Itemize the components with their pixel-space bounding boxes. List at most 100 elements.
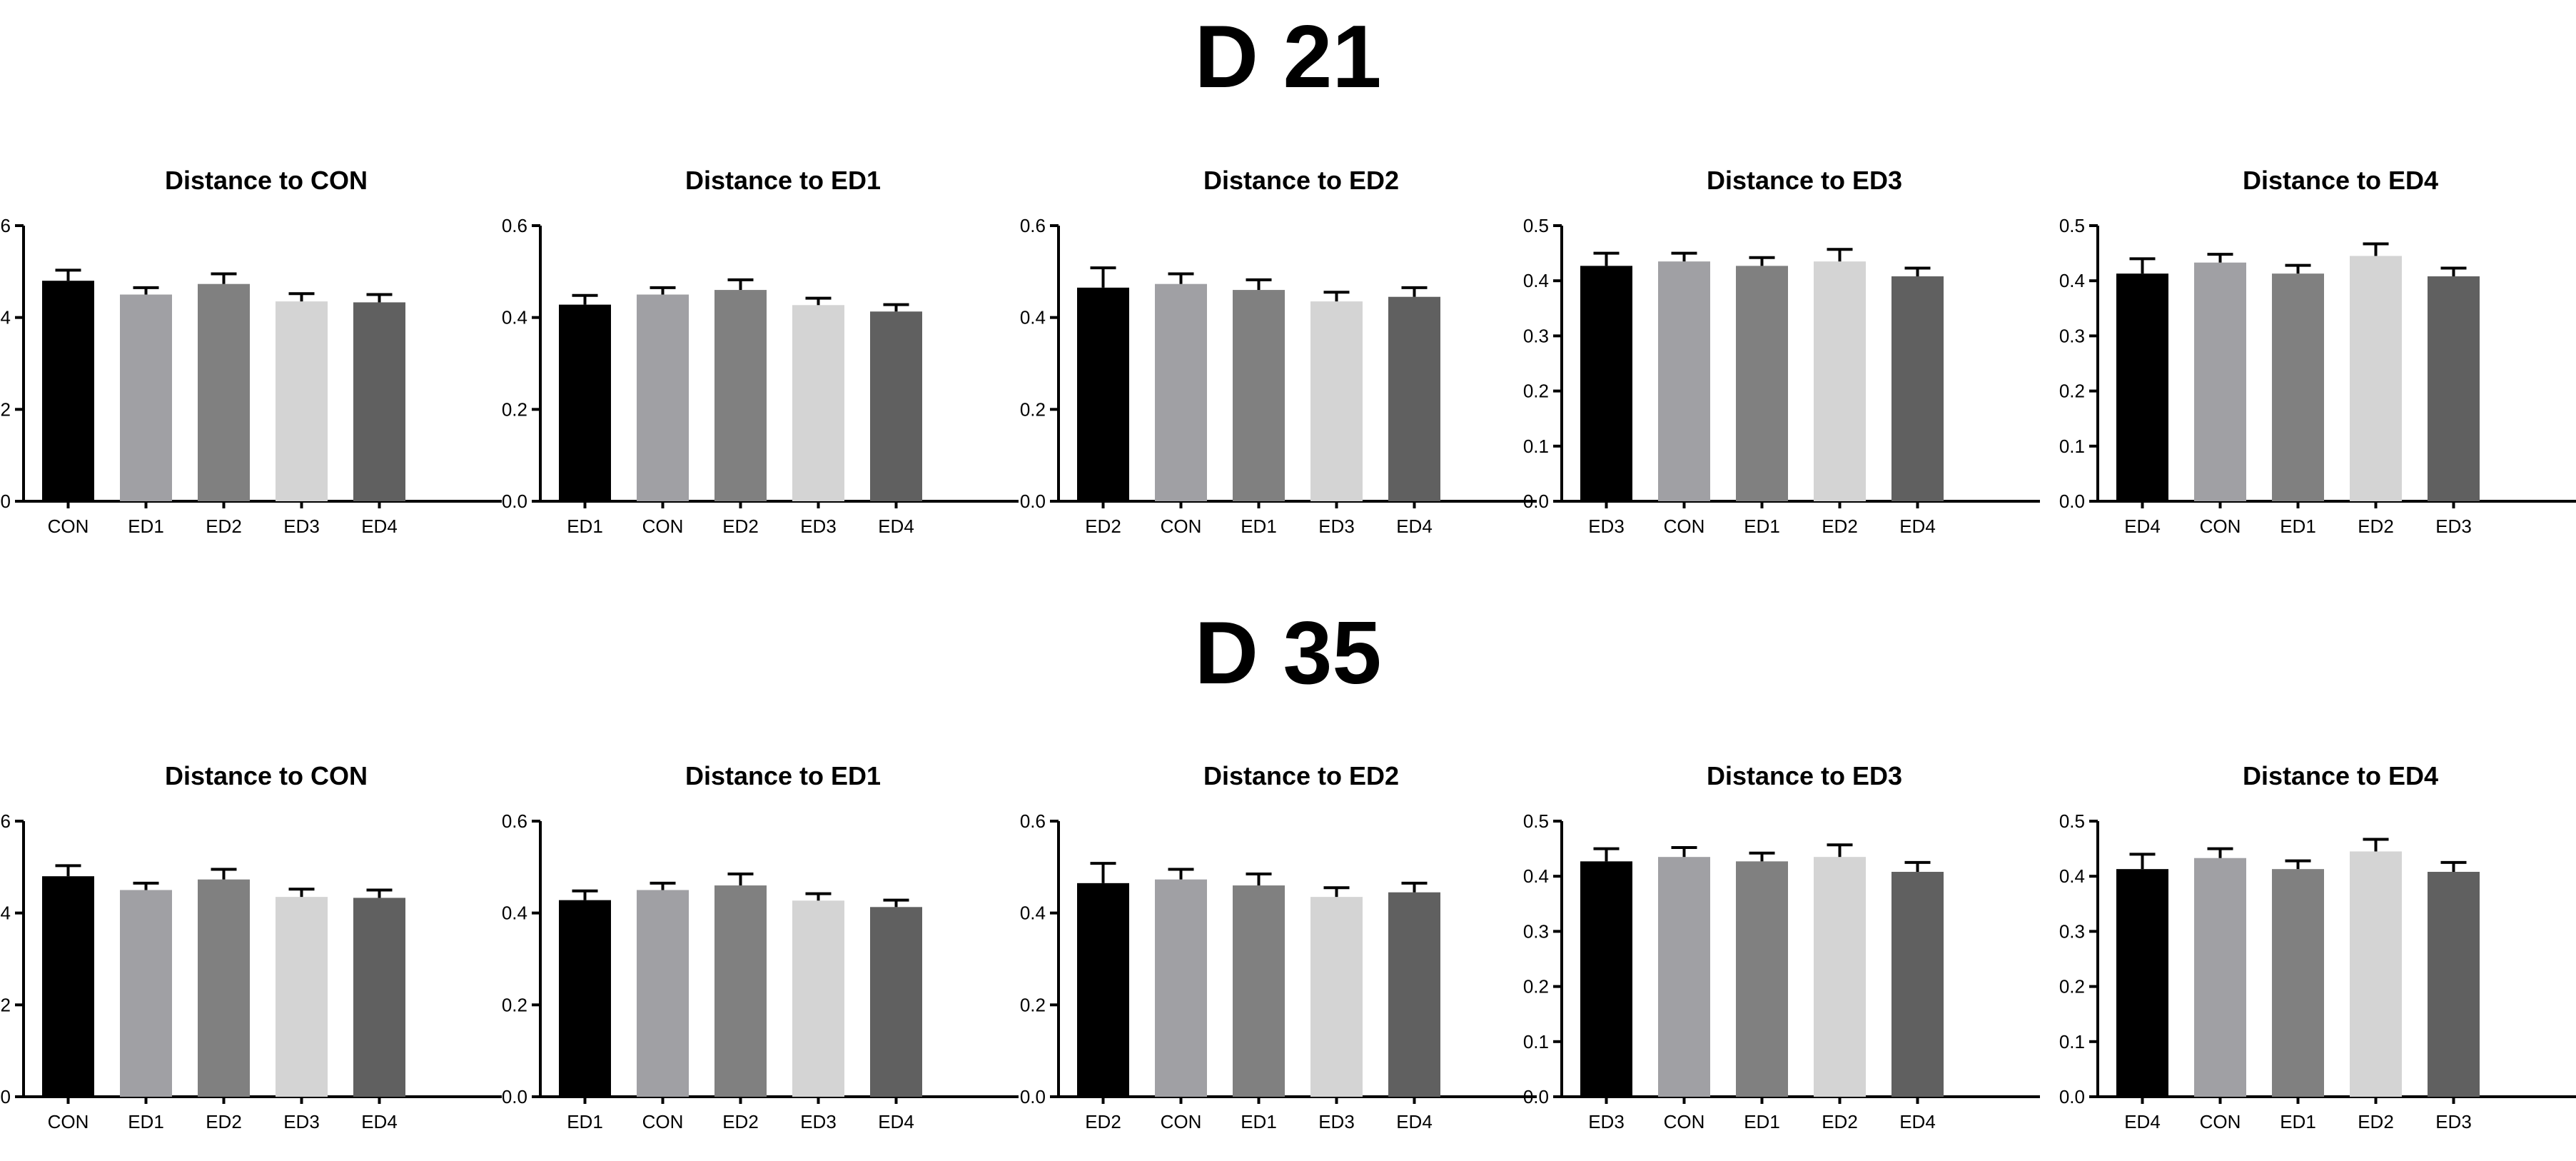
- bar-con: [637, 890, 689, 1097]
- x-tick-label: ED2: [206, 1111, 242, 1132]
- x-tick-label: ED2: [722, 1111, 759, 1132]
- x-tick-label: ED2: [2358, 516, 2394, 537]
- x-tick-label: ED1: [1241, 1111, 1277, 1132]
- bar-ed1: [1233, 290, 1285, 501]
- y-tick-label: 0.0: [502, 491, 527, 512]
- bar-ed1: [559, 304, 611, 501]
- bar-ed1: [559, 900, 611, 1097]
- bar-ed4: [1388, 892, 1440, 1097]
- chart-title: Distance to CON: [165, 761, 368, 790]
- y-tick-label: 0.1: [2059, 436, 2085, 457]
- y-tick-label: 0.2: [1523, 976, 1549, 997]
- y-tick-label: 0.5: [2059, 810, 2085, 832]
- y-tick-label: 0.2: [1020, 994, 1046, 1015]
- bar-ed3: [276, 301, 328, 501]
- y-tick-label: 0.0: [502, 1086, 527, 1107]
- bar-ed2: [2350, 256, 2402, 501]
- y-tick-label: 0.0: [2059, 1086, 2085, 1107]
- bar-con: [1155, 283, 1207, 501]
- x-tick-label: ED4: [361, 1111, 398, 1132]
- x-tick-label: ED1: [567, 1111, 603, 1132]
- bar-con: [637, 294, 689, 501]
- chart-title: Distance to CON: [165, 166, 368, 195]
- bar-ed4: [2116, 273, 2168, 501]
- bar-con: [1658, 857, 1710, 1097]
- bar-ed1: [1736, 861, 1788, 1097]
- chart-d21-distance-to-ed1: Distance to ED1 0.0 0.2 0.4 0.6 ED1 CON ED2 ED3 E…: [502, 166, 1019, 537]
- y-tick-label: 0.6: [502, 810, 527, 832]
- chart-title: Distance to ED4: [2243, 166, 2438, 195]
- y-tick-label: 0.2: [502, 398, 527, 420]
- bar-ed4: [870, 907, 922, 1097]
- y-tick-label: 0.2: [0, 398, 11, 420]
- y-tick-label: 0.4: [0, 307, 11, 328]
- x-tick-label: ED4: [1396, 516, 1433, 537]
- x-tick-label: ED3: [283, 1111, 320, 1132]
- chart-d35-distance-to-ed3: Distance to ED3 0.0 0.1 0.2 0.3 0.4 0.5 ED3 CON E…: [1523, 761, 2040, 1132]
- bar-ed1: [120, 294, 172, 501]
- x-tick-label: ED3: [283, 516, 320, 537]
- chart-d21-distance-to-con: Distance to CON 0.0 0.2 0.4 0.6 CON ED1 ED2 ED3 E…: [0, 166, 502, 537]
- x-tick-label: ED4: [878, 516, 914, 537]
- y-tick-label: 0.4: [1523, 270, 1549, 291]
- x-tick-label: ED2: [1822, 1111, 1858, 1132]
- x-tick-label: ED4: [1899, 1111, 1936, 1132]
- bar-ed3: [2428, 276, 2480, 501]
- y-tick-label: 0.1: [2059, 1031, 2085, 1052]
- y-tick-label: 0.4: [502, 307, 527, 328]
- bar-con: [42, 281, 94, 501]
- bar-ed1: [1736, 266, 1788, 501]
- y-tick-label: 0.4: [1523, 865, 1549, 887]
- bar-ed4: [1388, 296, 1440, 501]
- chart-title: Distance to ED2: [1203, 761, 1399, 790]
- bar-ed2: [714, 290, 767, 501]
- chart-d35-distance-to-ed2: Distance to ED2 0.0 0.2 0.4 0.6 ED2 CON ED1 ED3 E…: [1020, 761, 1537, 1132]
- y-tick-label: 0.2: [1020, 398, 1046, 420]
- x-tick-label: ED4: [2124, 1111, 2161, 1132]
- x-tick-label: ED2: [1085, 1111, 1121, 1132]
- y-tick-label: 0.5: [1523, 215, 1549, 236]
- x-tick-label: ED1: [1241, 516, 1277, 537]
- chart-title: Distance to ED3: [1707, 761, 1902, 790]
- bar-ed1: [120, 890, 172, 1097]
- y-tick-label: 0.4: [1020, 307, 1046, 328]
- x-tick-label: ED1: [1744, 1111, 1780, 1132]
- x-tick-label: ED1: [128, 1111, 164, 1132]
- bar-con: [2194, 858, 2246, 1097]
- y-tick-label: 0.0: [0, 1086, 11, 1107]
- x-tick-label: CON: [2200, 516, 2241, 537]
- y-tick-label: 0.3: [2059, 920, 2085, 942]
- bar-ed4: [1891, 276, 1944, 501]
- x-tick-label: ED1: [2280, 516, 2316, 537]
- y-tick-label: 0.6: [502, 215, 527, 236]
- bar-ed4: [353, 302, 405, 501]
- bar-ed2: [2350, 851, 2402, 1097]
- bar-ed3: [1580, 861, 1632, 1097]
- bar-ed3: [792, 900, 844, 1097]
- bar-ed3: [2428, 872, 2480, 1097]
- y-tick-label: 0.4: [1020, 903, 1046, 924]
- x-tick-label: CON: [1161, 516, 1202, 537]
- y-tick-label: 0.3: [2059, 325, 2085, 346]
- y-tick-label: 0.1: [1523, 1031, 1549, 1052]
- y-tick-label: 0.5: [2059, 215, 2085, 236]
- x-tick-label: CON: [48, 1111, 89, 1132]
- bar-ed2: [1814, 857, 1866, 1097]
- chart-d35-distance-to-con: Distance to CON 0.0 0.2 0.4 0.6 CON ED1 ED2 ED3 E…: [0, 761, 502, 1132]
- x-tick-label: ED1: [1744, 516, 1780, 537]
- x-tick-label: ED3: [1588, 1111, 1625, 1132]
- y-tick-label: 0.4: [502, 903, 527, 924]
- y-tick-label: 0.3: [1523, 920, 1549, 942]
- x-tick-label: CON: [48, 516, 89, 537]
- x-tick-label: CON: [642, 1111, 684, 1132]
- x-tick-label: ED3: [2435, 1111, 2472, 1132]
- y-tick-label: 0.6: [1020, 810, 1046, 832]
- chart-title: Distance to ED1: [685, 761, 881, 790]
- chart-d21-distance-to-ed2: Distance to ED2 0.0 0.2 0.4 0.6 ED2 CON ED1 ED3 E…: [1020, 166, 1537, 537]
- y-tick-label: 0.3: [1523, 325, 1549, 346]
- x-tick-label: ED4: [878, 1111, 914, 1132]
- y-tick-label: 0.6: [0, 215, 11, 236]
- x-tick-label: ED2: [1085, 516, 1121, 537]
- x-tick-label: CON: [1664, 516, 1705, 537]
- x-tick-label: CON: [1161, 1111, 1202, 1132]
